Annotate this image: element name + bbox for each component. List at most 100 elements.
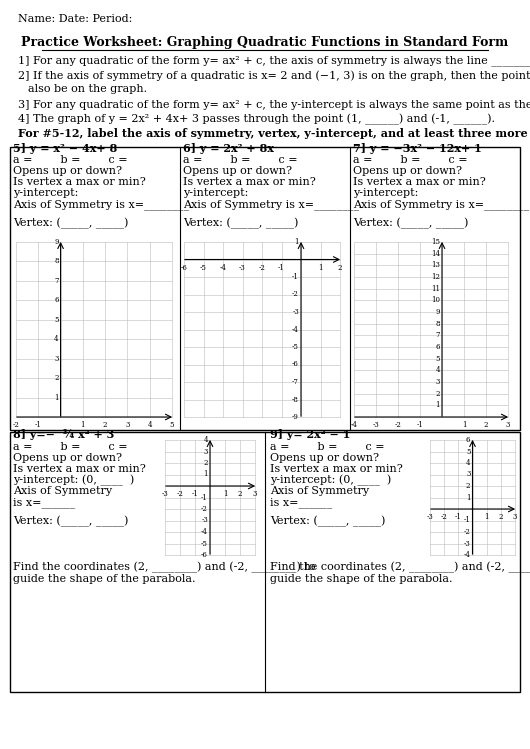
Text: 4] The graph of y = 2x² + 4x+ 3 passes through the point (1, ______) and (-1, __: 4] The graph of y = 2x² + 4x+ 3 passes t… [18,113,495,125]
Text: 2] If the axis of symmetry of a quadratic is x= 2 and (−1, 3) is on the graph, t: 2] If the axis of symmetry of a quadrati… [18,70,530,82]
Text: 3: 3 [253,490,257,498]
Text: Is vertex a max or min?: Is vertex a max or min? [270,464,403,474]
Text: a =        b =        c =: a = b = c = [183,155,298,165]
Text: 1: 1 [204,470,208,479]
Text: Axis of Symmetry: Axis of Symmetry [13,486,112,496]
Text: 8] y=−  ¾ x² + 3: 8] y=− ¾ x² + 3 [13,429,114,440]
Text: 7] y = −3x² − 12x+ 1: 7] y = −3x² − 12x+ 1 [353,143,482,154]
Text: -2: -2 [464,528,471,536]
Text: 2: 2 [338,264,342,271]
Text: 2: 2 [204,459,208,467]
Text: 9: 9 [54,238,59,246]
Text: Find the coordinates (2, ________) and (-2, ________) to: Find the coordinates (2, ________) and (… [13,562,315,573]
Text: 3: 3 [436,378,440,386]
Text: -9: -9 [292,413,299,421]
Text: 1] For any quadratic of the form y= ax² + c, the axis of symmetry is always the : 1] For any quadratic of the form y= ax² … [18,55,530,66]
Text: -7: -7 [292,378,299,386]
Text: a =        b =        c =: a = b = c = [270,442,385,452]
Text: 10: 10 [431,297,440,304]
Text: guide the shape of the parabola.: guide the shape of the parabola. [13,574,196,584]
Text: -6: -6 [201,551,208,559]
Text: -2: -2 [394,421,401,429]
Text: 4: 4 [436,366,440,374]
Text: -5: -5 [292,343,299,351]
Text: 5: 5 [170,421,174,429]
Text: 6: 6 [436,343,440,351]
Text: -2: -2 [176,490,183,498]
Text: -4: -4 [464,551,471,559]
Text: -1: -1 [417,421,423,429]
Text: -1: -1 [35,421,42,429]
Text: Name: Date: Period:: Name: Date: Period: [18,14,132,24]
Text: -3: -3 [201,517,208,524]
Text: -5: -5 [201,539,208,548]
Text: Opens up or down?: Opens up or down? [270,453,379,463]
Text: a =        b =        c =: a = b = c = [13,442,128,452]
Text: 1: 1 [81,421,85,429]
Text: Opens up or down?: Opens up or down? [353,166,462,176]
Bar [10,432,520,692]
Text: -4: -4 [292,326,299,333]
Text: 2: 2 [466,482,471,490]
Text: guide the shape of the parabola.: guide the shape of the parabola. [270,574,453,584]
Text: -3: -3 [292,308,299,316]
Text: 8: 8 [54,258,59,265]
Text: 15: 15 [431,238,440,246]
Text: 1: 1 [466,494,471,502]
Text: 6: 6 [54,297,59,304]
Text: -2: -2 [13,421,20,429]
Text: 2: 2 [103,421,108,429]
Text: 6] y = 2x² + 8x: 6] y = 2x² + 8x [183,143,274,154]
Text: -5: -5 [200,264,207,271]
Text: Opens up or down?: Opens up or down? [183,166,292,176]
Text: 4: 4 [147,421,152,429]
Text: -3: -3 [162,490,169,498]
Text: Opens up or down?: Opens up or down? [13,453,122,463]
Text: -4: -4 [350,421,357,429]
Text: -6: -6 [292,360,299,369]
Text: -2: -2 [259,264,266,271]
Text: Vertex: (_____, _____): Vertex: (_____, _____) [183,217,298,228]
Text: 9: 9 [436,308,440,316]
Text: 2: 2 [436,389,440,398]
Text: Axis of Symmetry is x=________: Axis of Symmetry is x=________ [183,199,359,210]
Text: Axis of Symmetry is x=________: Axis of Symmetry is x=________ [13,199,189,210]
Text: 5: 5 [436,355,440,363]
Text: 1: 1 [484,513,489,521]
Text: 5: 5 [54,316,59,324]
Text: -1: -1 [464,517,471,524]
Text: 4: 4 [204,436,208,444]
Text: a =        b =        c =: a = b = c = [353,155,467,165]
Text: Find the coordinates (2, ________) and (-2, ________) to: Find the coordinates (2, ________) and (… [270,562,530,573]
Text: 2: 2 [499,513,503,521]
Text: 3: 3 [513,513,517,521]
Text: Vertex: (_____, _____): Vertex: (_____, _____) [270,515,385,527]
Text: 11: 11 [431,285,440,293]
Text: -3: -3 [239,264,246,271]
Text: 1: 1 [318,264,323,271]
Text: 2: 2 [484,421,488,429]
Text: 5: 5 [466,447,471,455]
Text: 9] y= 2x² − 1: 9] y= 2x² − 1 [270,429,350,440]
Text: Is vertex a max or min?: Is vertex a max or min? [183,177,316,187]
Text: is x=______: is x=______ [13,497,75,508]
Text: -3: -3 [373,421,379,429]
Text: -2: -2 [201,505,208,513]
Text: 4: 4 [466,459,471,467]
Text: Practice Worksheet: Graphing Quadratic Functions in Standard Form: Practice Worksheet: Graphing Quadratic F… [21,36,509,49]
Text: For #5-12, label the axis of symmetry, vertex, y-intercept, and at least three m: For #5-12, label the axis of symmetry, v… [18,128,530,139]
Text: 2: 2 [238,490,242,498]
Text: -1: -1 [455,513,462,521]
Text: 3] For any quadratic of the form y= ax² + c, the y-intercept is always the same : 3] For any quadratic of the form y= ax² … [18,99,530,109]
Text: 1: 1 [462,421,466,429]
Text: 3: 3 [204,447,208,455]
Text: 12: 12 [431,273,440,281]
Text: y-intercept:: y-intercept: [353,188,418,198]
Text: 7: 7 [54,277,59,285]
Text: -3: -3 [464,539,471,548]
Text: -2: -2 [441,513,448,521]
Text: a =        b =        c =: a = b = c = [13,155,128,165]
Text: 13: 13 [431,261,440,270]
Text: Vertex: (_____, _____): Vertex: (_____, _____) [13,515,128,527]
Text: 3: 3 [466,470,471,479]
